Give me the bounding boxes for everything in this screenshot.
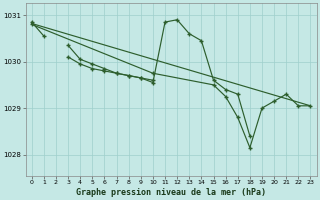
X-axis label: Graphe pression niveau de la mer (hPa): Graphe pression niveau de la mer (hPa) [76, 188, 266, 197]
